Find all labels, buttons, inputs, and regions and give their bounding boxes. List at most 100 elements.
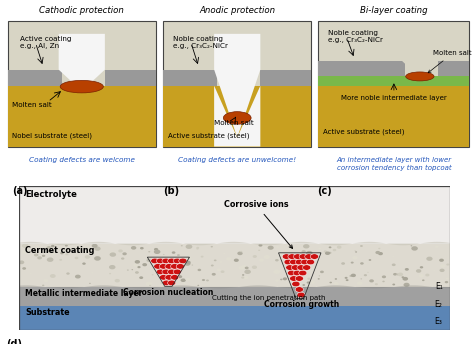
Text: E₃: E₃ bbox=[435, 317, 443, 326]
Circle shape bbox=[369, 279, 374, 282]
Circle shape bbox=[46, 246, 52, 249]
Circle shape bbox=[154, 264, 162, 269]
Circle shape bbox=[219, 261, 222, 263]
Circle shape bbox=[383, 281, 385, 282]
Circle shape bbox=[98, 252, 100, 254]
Circle shape bbox=[91, 272, 93, 273]
Circle shape bbox=[60, 252, 64, 254]
Polygon shape bbox=[214, 86, 260, 147]
Circle shape bbox=[327, 250, 329, 252]
Circle shape bbox=[133, 264, 138, 267]
Circle shape bbox=[66, 272, 70, 275]
Circle shape bbox=[91, 244, 98, 248]
Text: Cathodic protection: Cathodic protection bbox=[39, 6, 124, 15]
Circle shape bbox=[289, 247, 293, 250]
Circle shape bbox=[241, 277, 244, 279]
Circle shape bbox=[183, 282, 186, 284]
Circle shape bbox=[352, 256, 358, 260]
Circle shape bbox=[420, 266, 423, 268]
Circle shape bbox=[160, 282, 163, 284]
Circle shape bbox=[402, 277, 408, 281]
Circle shape bbox=[310, 254, 319, 259]
Text: Molten salt: Molten salt bbox=[428, 50, 472, 73]
FancyBboxPatch shape bbox=[319, 76, 469, 86]
Text: Noble coating
e.g., Cr₃C₂-NiCr: Noble coating e.g., Cr₃C₂-NiCr bbox=[173, 36, 228, 49]
Circle shape bbox=[244, 270, 251, 274]
Circle shape bbox=[238, 266, 245, 270]
Circle shape bbox=[410, 245, 412, 246]
Circle shape bbox=[173, 269, 182, 275]
Circle shape bbox=[335, 278, 337, 280]
Circle shape bbox=[42, 284, 45, 286]
Text: (a): (a) bbox=[12, 186, 27, 196]
Circle shape bbox=[311, 281, 315, 283]
Circle shape bbox=[149, 285, 151, 286]
Circle shape bbox=[288, 254, 296, 259]
Circle shape bbox=[94, 256, 101, 261]
Circle shape bbox=[333, 282, 339, 286]
Circle shape bbox=[206, 279, 209, 281]
Circle shape bbox=[305, 254, 313, 259]
Circle shape bbox=[109, 265, 116, 269]
Circle shape bbox=[349, 275, 353, 277]
Circle shape bbox=[135, 271, 139, 274]
Circle shape bbox=[299, 254, 307, 259]
Circle shape bbox=[51, 245, 55, 247]
Circle shape bbox=[163, 254, 164, 255]
Circle shape bbox=[357, 281, 363, 285]
Circle shape bbox=[185, 278, 190, 281]
Circle shape bbox=[46, 246, 49, 248]
FancyBboxPatch shape bbox=[163, 69, 217, 86]
Circle shape bbox=[320, 271, 324, 273]
Circle shape bbox=[34, 254, 38, 257]
Circle shape bbox=[396, 273, 399, 276]
Circle shape bbox=[166, 271, 169, 273]
Text: Molten salt: Molten salt bbox=[12, 102, 52, 108]
FancyBboxPatch shape bbox=[105, 69, 155, 86]
FancyBboxPatch shape bbox=[19, 186, 450, 244]
Circle shape bbox=[419, 274, 424, 278]
Circle shape bbox=[297, 292, 305, 298]
Circle shape bbox=[351, 273, 356, 277]
Circle shape bbox=[44, 279, 48, 282]
Circle shape bbox=[306, 255, 311, 258]
Circle shape bbox=[278, 270, 281, 272]
Text: Cermet coating: Cermet coating bbox=[26, 246, 95, 255]
Circle shape bbox=[184, 261, 191, 266]
Circle shape bbox=[165, 264, 173, 269]
FancyBboxPatch shape bbox=[319, 21, 469, 147]
Circle shape bbox=[110, 251, 114, 254]
Circle shape bbox=[393, 273, 397, 276]
Circle shape bbox=[364, 274, 367, 276]
Circle shape bbox=[65, 245, 68, 247]
Circle shape bbox=[240, 251, 242, 252]
Circle shape bbox=[75, 275, 81, 279]
Polygon shape bbox=[214, 34, 260, 138]
Circle shape bbox=[300, 254, 302, 255]
Circle shape bbox=[416, 269, 421, 273]
Text: (c): (c) bbox=[318, 186, 332, 196]
Circle shape bbox=[273, 270, 280, 274]
Circle shape bbox=[306, 266, 308, 267]
Circle shape bbox=[121, 257, 124, 260]
Circle shape bbox=[46, 250, 47, 251]
Text: Substrate: Substrate bbox=[26, 308, 70, 317]
Circle shape bbox=[252, 266, 257, 269]
Circle shape bbox=[176, 264, 184, 269]
Circle shape bbox=[186, 257, 191, 260]
Circle shape bbox=[89, 283, 91, 284]
Circle shape bbox=[47, 257, 54, 262]
Circle shape bbox=[426, 257, 433, 261]
Circle shape bbox=[303, 266, 310, 271]
Circle shape bbox=[197, 285, 199, 286]
Circle shape bbox=[422, 279, 425, 281]
Circle shape bbox=[295, 276, 303, 281]
Circle shape bbox=[237, 251, 243, 255]
Circle shape bbox=[153, 269, 160, 273]
Circle shape bbox=[360, 245, 363, 247]
Circle shape bbox=[22, 244, 28, 248]
Text: Noble coating
e.g., Cr₃C₂-NiCr: Noble coating e.g., Cr₃C₂-NiCr bbox=[328, 30, 383, 43]
Text: (b): (b) bbox=[164, 186, 180, 196]
Polygon shape bbox=[402, 34, 438, 78]
Circle shape bbox=[185, 244, 192, 249]
